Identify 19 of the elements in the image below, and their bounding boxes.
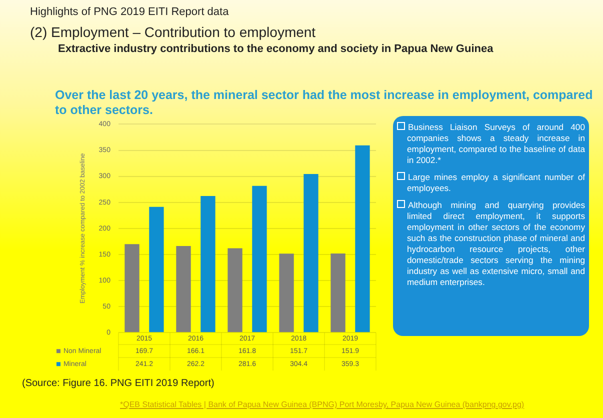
bar: [176, 246, 191, 332]
chart-title: Highlights of PNG 2019 EITI Report data: [30, 6, 229, 18]
bar: [330, 253, 346, 332]
bar: [304, 174, 318, 332]
bar: [124, 244, 140, 332]
bar: [355, 145, 370, 332]
text: Extractive industry contributions to the economy and society in Papua New Guinea: [58, 43, 494, 55]
bar: [149, 206, 164, 332]
bar: [228, 248, 242, 332]
bar: [279, 254, 294, 332]
text: Business Liaison Surveys of around 400 companies shows a steady increase in employment, compared to the baseline of data in 2002.*: [406, 122, 585, 166]
text: *QEB Statistical Tables | Bank of Papua New Guinea (BPNG) Port Moresby, Papua New Guinea (bankpng.gov.pg): [120, 400, 524, 409]
chart-subtitle: (2) Employment – Contribution to employment: [30, 24, 316, 40]
text: (Source: Figure 16. PNG EITI 2019 Report): [22, 378, 214, 389]
text: Over the last 20 years, the mineral sector had the most increase in employment, compared to other sectors.: [55, 88, 594, 118]
text: Large mines employ a significant number of employees.: [406, 172, 585, 194]
bar: [200, 196, 216, 332]
text: Although mining and quarrying provides limited direct employment, it supports employment in other sectors of the economy such as the construction phase of mineral and hydrocarbon resource projects, other domestic/trade sectors serving the mining industry as well as extensive micro, small and medium enterprises.: [406, 200, 585, 288]
bar: [252, 186, 267, 332]
